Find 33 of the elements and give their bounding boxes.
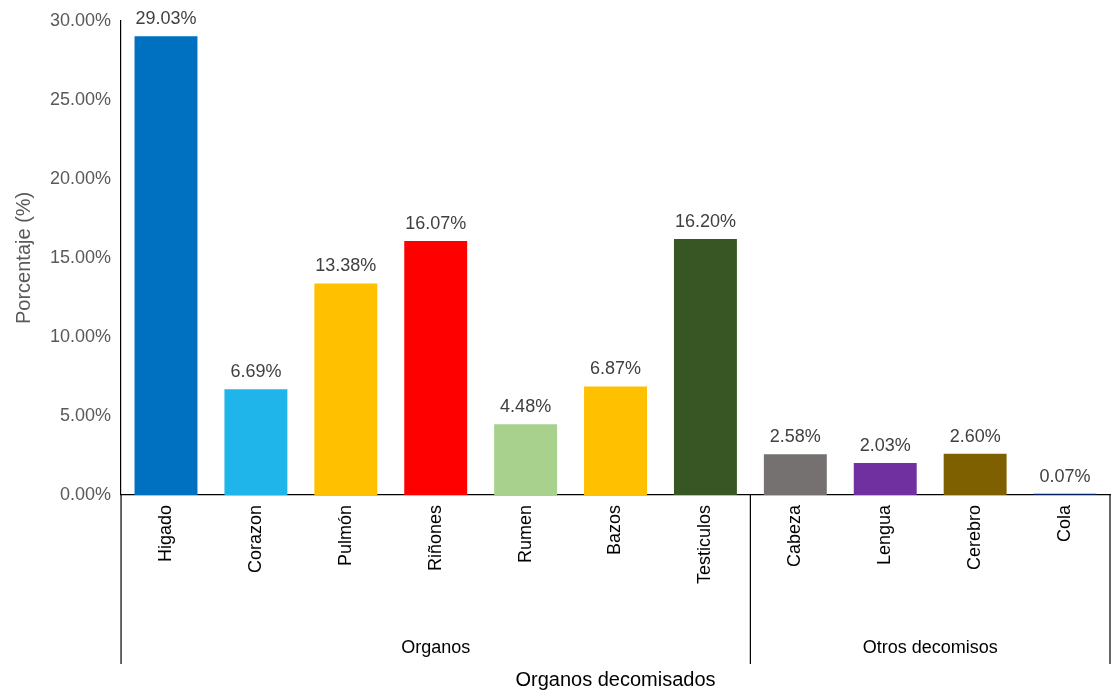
data-label: 2.03% (859, 434, 911, 455)
data-label: 2.60% (949, 425, 1001, 446)
data-label: 0.07% (1039, 465, 1091, 486)
data-label: 6.69% (230, 361, 282, 382)
x-tick-label: Lengua (874, 503, 895, 566)
text: Otros decomisos (862, 636, 998, 657)
data-label: 16.20% (674, 210, 736, 231)
y-axis-title: Porcentaje (%) (11, 191, 34, 325)
x-tick-label: Bazos (604, 504, 625, 555)
data-label: 6.87% (590, 358, 642, 379)
x-tick-label: Higado (154, 504, 175, 563)
y-tick-label: 25.00% (49, 88, 112, 109)
y-tick-label: 20.00% (49, 167, 112, 188)
x-tick-label: Pulmón (334, 504, 355, 566)
x-tick-label: Cola (1054, 503, 1075, 542)
y-tick-label: 10.00% (49, 325, 112, 346)
x-tick-label: Riñones (424, 504, 445, 572)
data-label: 29.03% (135, 8, 197, 29)
y-tick-label: 0.00% (60, 483, 112, 504)
y-tick-label: 15.00% (49, 246, 112, 267)
x-tick-label: Testiculos (694, 504, 715, 584)
y-tick-label: 5.00% (60, 404, 112, 425)
text: Organos (401, 636, 471, 657)
x-tick-label: Cabeza (784, 503, 805, 568)
x-axis-title: Organos decomisados (515, 667, 716, 690)
x-tick-label: Rumen (514, 504, 535, 563)
data-label: 4.48% (500, 396, 552, 417)
y-tick-label: 30.00% (49, 9, 112, 30)
data-label: 2.58% (769, 426, 821, 447)
data-label: 13.38% (315, 255, 377, 276)
x-tick-label: Corazon (244, 504, 265, 574)
x-tick-label: Cerebro (964, 504, 985, 570)
data-label: 16.07% (405, 212, 467, 233)
